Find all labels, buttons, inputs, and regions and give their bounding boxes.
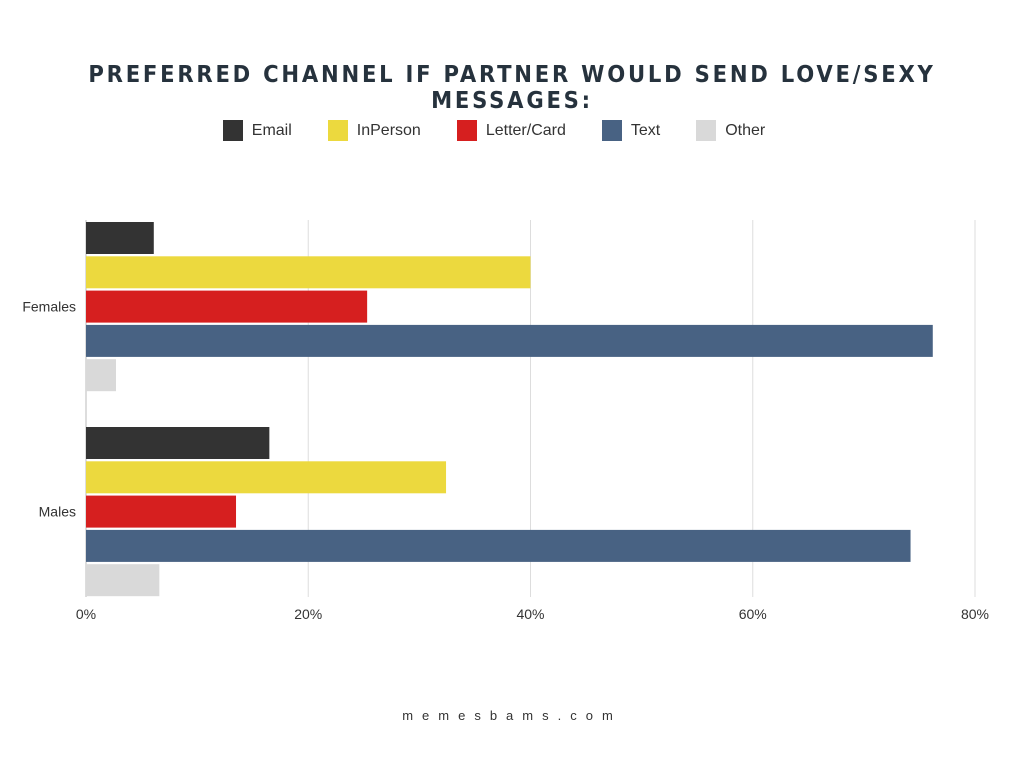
legend-label: Other bbox=[725, 121, 766, 139]
bar-letter-card-males bbox=[86, 495, 237, 528]
bar-text-females bbox=[86, 324, 933, 357]
legend-swatch bbox=[456, 120, 477, 141]
legend-swatch bbox=[222, 120, 243, 141]
legend-label: InPerson bbox=[356, 121, 421, 139]
x-tick-label: 60% bbox=[739, 606, 767, 622]
bar-other-males bbox=[86, 564, 160, 597]
legend-item: Other bbox=[696, 120, 765, 141]
legend-item: InPerson bbox=[327, 120, 421, 141]
legend-item: Email bbox=[222, 120, 292, 141]
bar-inperson-females bbox=[86, 256, 531, 289]
bar-text-males bbox=[86, 529, 911, 562]
x-tick-label: 0% bbox=[76, 606, 96, 622]
chart-title: PREFERRED CHANNEL IF PARTNER WOULD SEND … bbox=[88, 62, 936, 114]
x-tick-label: 40% bbox=[516, 606, 544, 622]
bar-email-females bbox=[86, 222, 154, 254]
x-tick-label: 80% bbox=[961, 606, 989, 622]
legend: Email InPerson Letter/Card Text Other bbox=[0, 120, 1024, 141]
legend-swatch bbox=[327, 120, 348, 141]
legend-label: Letter/Card bbox=[485, 121, 566, 139]
category-label: Males bbox=[39, 504, 76, 520]
legend-label: Email bbox=[251, 121, 292, 139]
footer-watermark: memesbams.com bbox=[402, 708, 622, 723]
legend-label: Text bbox=[630, 121, 661, 139]
bar-letter-card-females bbox=[86, 290, 368, 323]
x-tick-label: 20% bbox=[294, 606, 322, 622]
legend-item: Letter/Card bbox=[456, 120, 566, 141]
legend-swatch bbox=[601, 120, 622, 141]
bar-inperson-males bbox=[86, 461, 447, 494]
bar-email-males bbox=[86, 427, 270, 459]
legend-item: Text bbox=[601, 120, 661, 141]
category-label: Females bbox=[22, 299, 76, 315]
legend-swatch bbox=[696, 120, 717, 141]
bar-other-females bbox=[86, 359, 117, 392]
